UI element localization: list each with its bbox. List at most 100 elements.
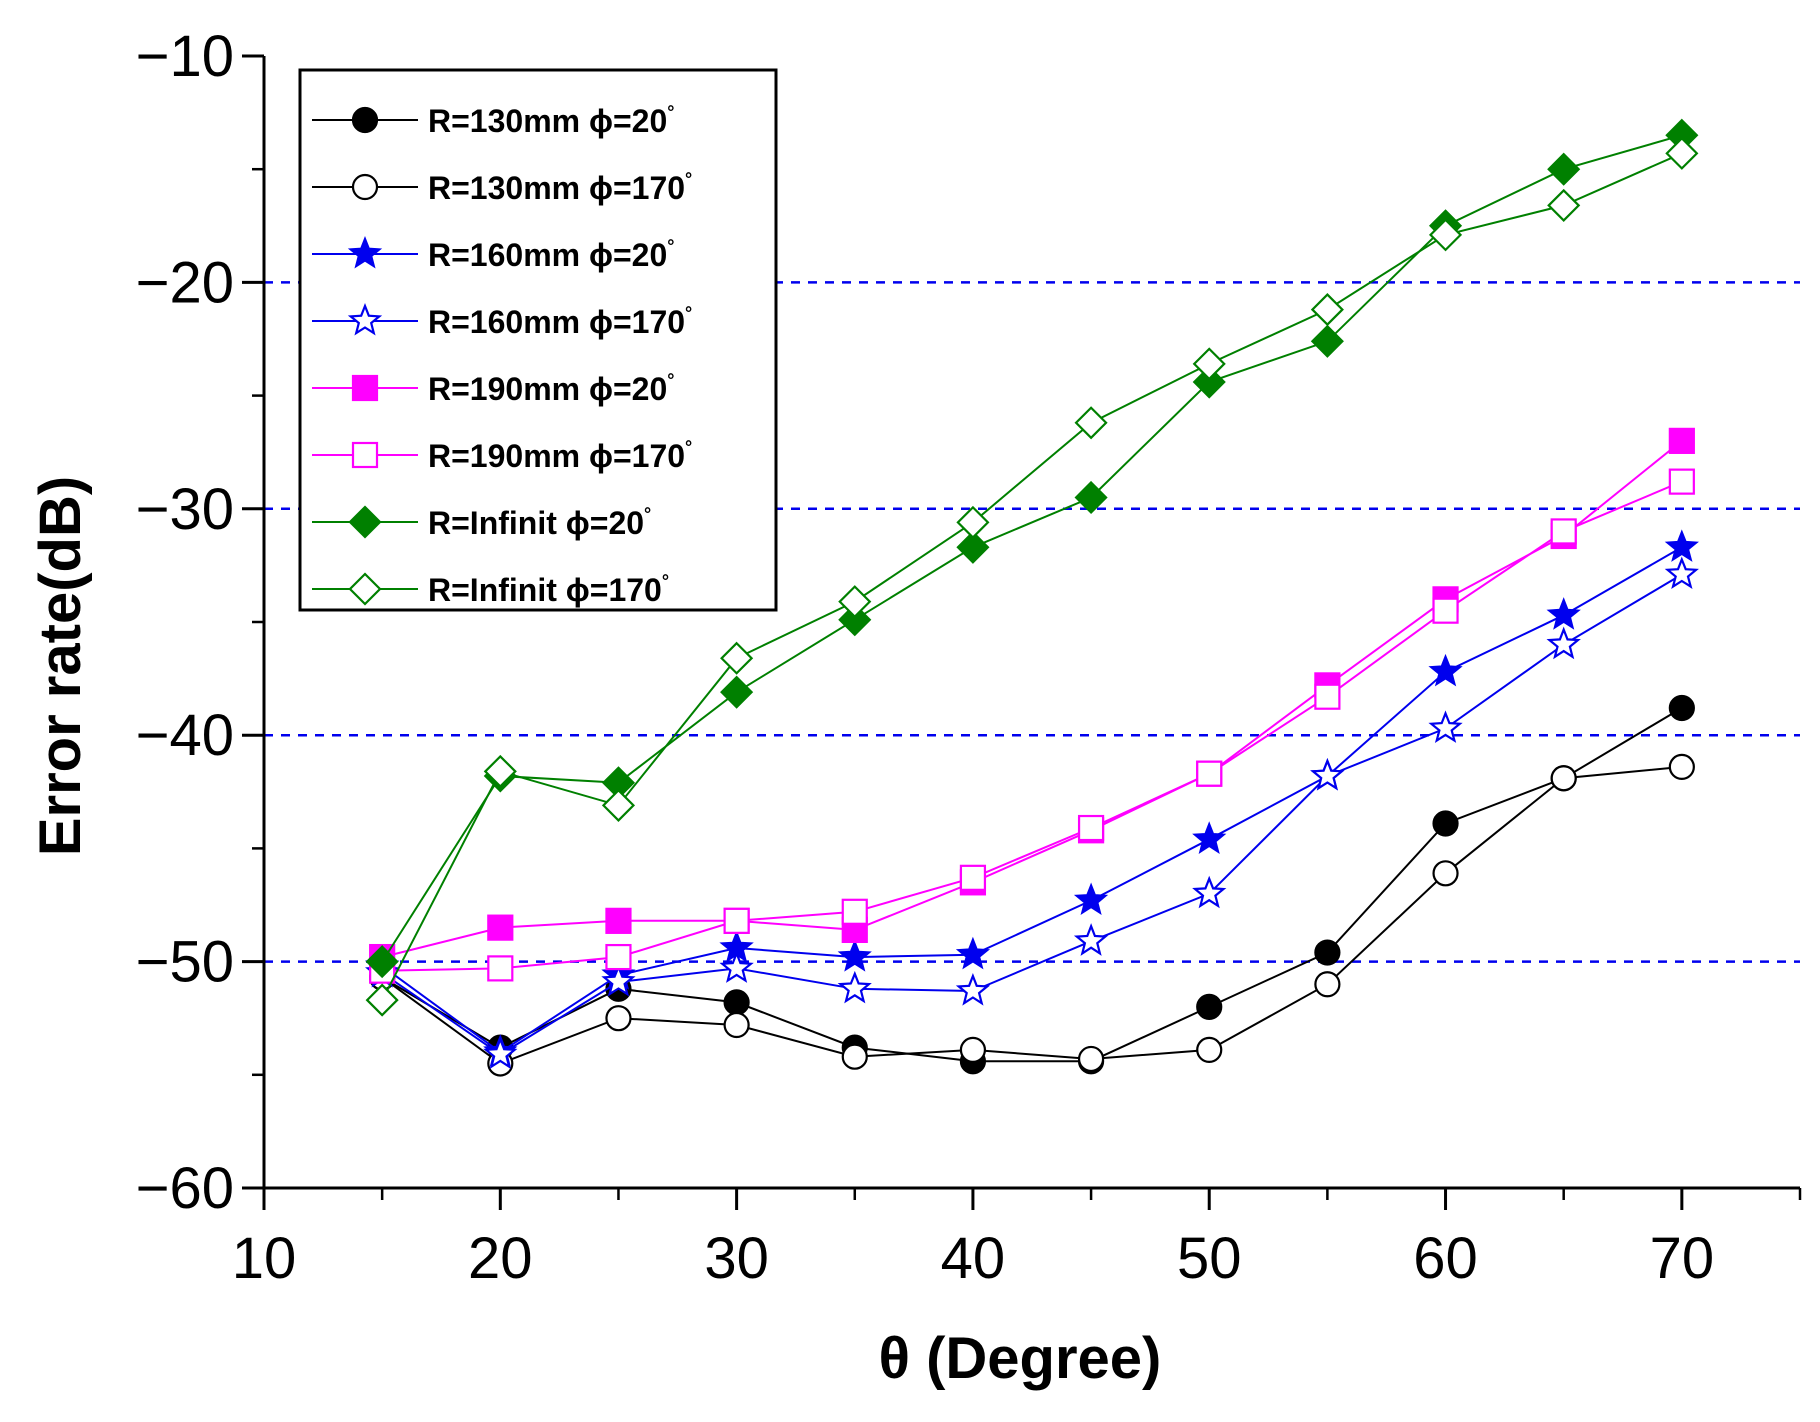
data-point <box>1074 406 1108 440</box>
data-point <box>1192 875 1227 909</box>
legend-item: R=190mm ϕ=20° <box>312 370 674 407</box>
data-point <box>955 936 991 970</box>
data-point <box>1077 814 1105 842</box>
legend-label: R=190mm ϕ=20° <box>428 370 674 407</box>
data-point <box>1668 427 1695 454</box>
axes: −60 −50 −40 −30 −20 −10 10 20 30 40 50 60 70 <box>136 24 1802 1291</box>
data-point <box>1546 597 1581 630</box>
data-point <box>1192 347 1226 381</box>
data-point <box>959 1036 987 1063</box>
legend-label: R=Infinit ϕ=20° <box>428 504 651 541</box>
data-point <box>365 945 399 979</box>
data-point <box>1310 757 1345 791</box>
data-point <box>1428 710 1463 743</box>
data-point <box>1073 923 1109 956</box>
x-tick-label: 30 <box>704 1226 769 1291</box>
data-point <box>1668 468 1695 495</box>
data-point <box>723 989 750 1016</box>
series-line <box>381 152 1683 1001</box>
data-point <box>1314 683 1341 710</box>
series-line <box>381 440 1683 959</box>
legend-marker <box>351 374 379 402</box>
data-point <box>487 955 514 982</box>
x-tick-label: 70 <box>1650 1226 1715 1291</box>
legend: R=130mm ϕ=20° R=130mm ϕ=170° R=160mm ϕ=20°… <box>298 68 778 612</box>
data-point <box>601 964 636 997</box>
data-point <box>720 675 754 709</box>
legend-item: R=160mm ϕ=20° <box>312 235 674 273</box>
data-point <box>1432 597 1459 624</box>
data-point <box>1665 136 1699 170</box>
x-tick-label: 10 <box>232 1226 297 1291</box>
series-1 <box>369 694 1695 1075</box>
data-point <box>720 641 754 675</box>
data-point <box>1192 365 1226 399</box>
series-line <box>381 573 1683 1056</box>
y-tick-label: −60 <box>136 1156 234 1221</box>
data-point <box>1314 939 1341 966</box>
data-point <box>487 914 514 941</box>
legend-item: R=130mm ϕ=20° <box>312 102 674 139</box>
data-point <box>1196 760 1223 787</box>
series-line <box>381 765 1682 1065</box>
data-point <box>723 1011 750 1039</box>
series-3 <box>365 529 1699 1067</box>
legend-label: R=130mm ϕ=20° <box>428 102 674 139</box>
legend-item: R=Infinit ϕ=170° <box>312 571 669 608</box>
data-point <box>1668 694 1695 722</box>
series-line <box>381 134 1683 963</box>
data-point <box>483 1036 518 1070</box>
legend-marker <box>348 572 382 606</box>
y-tick-label: −50 <box>136 930 234 995</box>
legend-label: R=160mm ϕ=20° <box>428 236 674 273</box>
data-point <box>1074 480 1108 515</box>
series-line <box>381 707 1683 1063</box>
legend-marker <box>347 302 383 336</box>
data-point <box>1428 653 1463 687</box>
data-point <box>1432 810 1459 837</box>
legend-item: R=160mm ϕ=170° <box>312 302 692 340</box>
data-point <box>1546 626 1581 660</box>
data-point <box>1547 152 1581 186</box>
legend-marker <box>351 441 379 469</box>
data-point <box>1664 556 1699 590</box>
y-tick-label: −20 <box>136 250 234 315</box>
data-point <box>956 530 990 564</box>
data-point <box>838 585 872 619</box>
legend-item: R=Infinit ϕ=20° <box>312 504 651 541</box>
x-tick-label: 60 <box>1413 1226 1478 1291</box>
data-point <box>837 970 872 1004</box>
data-point <box>483 754 517 788</box>
series-8 <box>365 136 1699 1017</box>
legend-label: R=130mm ϕ=170° <box>428 169 692 206</box>
legend-item: R=130mm ϕ=170° <box>312 169 692 206</box>
data-point <box>1550 765 1577 792</box>
data-point <box>1664 529 1699 562</box>
y-tick-label: −30 <box>136 477 234 542</box>
legend-marker <box>351 173 379 201</box>
data-point <box>1314 971 1341 998</box>
data-point <box>1310 293 1344 327</box>
legend-label: R=160mm ϕ=170° <box>428 303 692 340</box>
data-point <box>1196 1036 1223 1063</box>
series-4 <box>365 556 1699 1070</box>
data-point <box>1310 324 1344 358</box>
series-line <box>381 546 1683 1054</box>
data-point <box>1432 860 1459 887</box>
data-point <box>1668 753 1695 780</box>
data-point <box>1428 218 1463 252</box>
legend-marker <box>351 106 379 134</box>
x-axis-title: θ (Degree) <box>879 1326 1162 1391</box>
y-axis-title: Error rate(dB) <box>28 476 93 856</box>
data-point <box>719 950 754 983</box>
data-point <box>841 1043 868 1070</box>
data-point <box>1547 188 1581 222</box>
data-point <box>837 939 872 972</box>
data-point <box>959 864 987 891</box>
data-point <box>841 898 868 925</box>
legend-label: R=190mm ϕ=170° <box>428 437 692 474</box>
data-point <box>1196 993 1223 1020</box>
legend-item: R=190mm ϕ=170° <box>312 437 692 474</box>
x-tick-label: 20 <box>468 1226 533 1291</box>
